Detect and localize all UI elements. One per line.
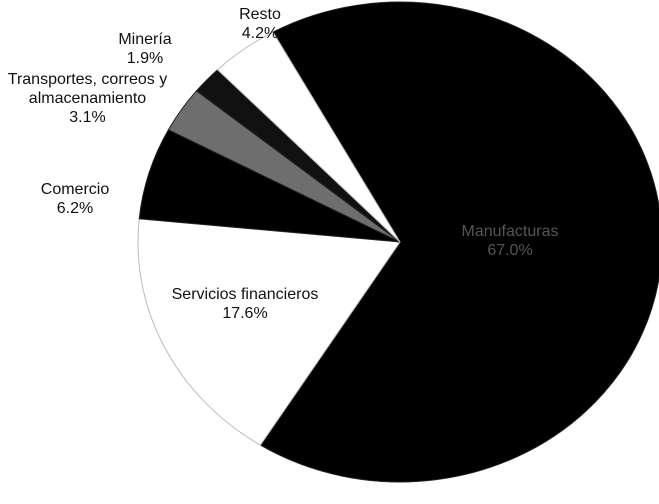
value-label: 1.9% [126, 50, 164, 67]
category-label: Servicios financieros [171, 286, 319, 303]
category-label: Minería [118, 31, 172, 48]
category-label: Resto [239, 6, 281, 23]
slice-label: Resto 4.2% [210, 5, 310, 43]
value-label: 17.6% [222, 305, 268, 322]
slice-label: Servicios financieros 17.6% [160, 285, 330, 323]
slice-label: Transportes, correos y almacenamiento 3.1… [0, 70, 175, 127]
pie-slice [259, 1, 659, 483]
value-label: 67.0% [487, 242, 533, 259]
slice-label: Comercio 6.2% [20, 180, 130, 218]
category-label: Manufacturas [461, 223, 559, 240]
slice-label: Manufacturas 67.0% [430, 222, 590, 260]
value-label: 6.2% [56, 200, 94, 217]
slice-label: Minería 1.9% [95, 30, 195, 68]
category-label: Comercio [40, 181, 110, 198]
pie-slice [137, 218, 401, 446]
value-label: 3.1% [69, 109, 106, 126]
category-label: Transportes, correos y almacenamiento [7, 71, 168, 107]
value-label: 4.2% [241, 25, 279, 42]
pie-slice [216, 31, 401, 243]
